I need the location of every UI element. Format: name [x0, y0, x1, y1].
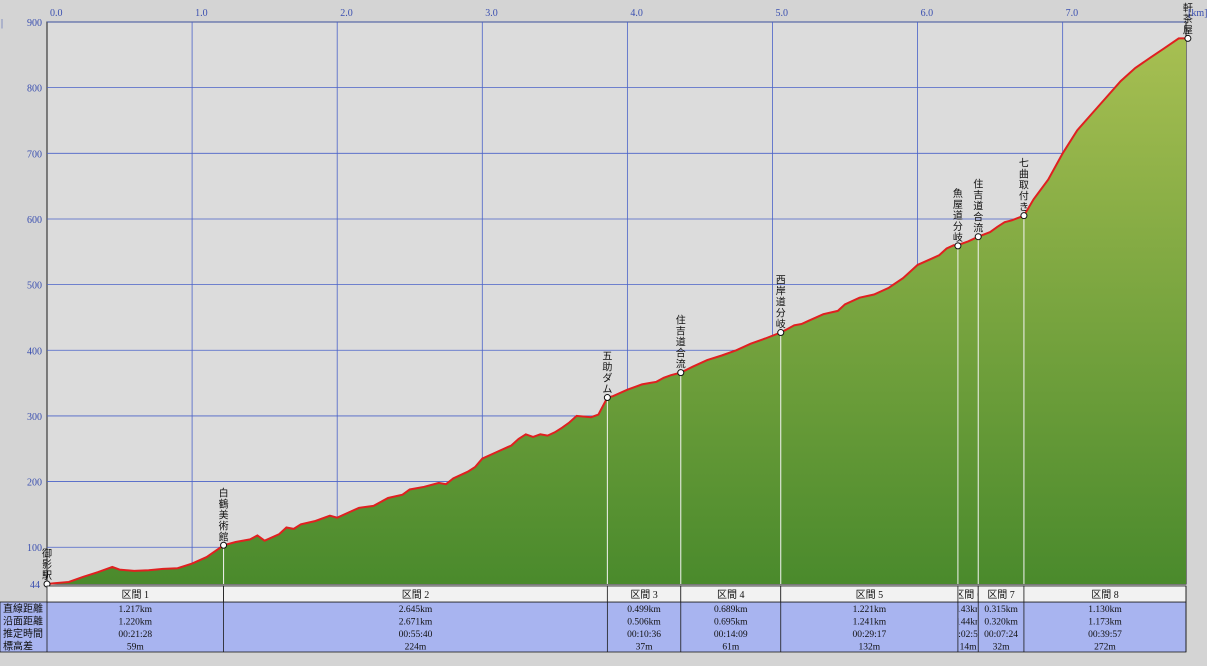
x-tick-label-4: 4.0 — [630, 8, 643, 19]
segment-table-body — [0, 601, 1187, 653]
waypoint-label-4: 西岸道分岐 — [776, 276, 786, 331]
y-tick-label-7: 200 — [27, 478, 42, 489]
y-tick-label-2: 700 — [27, 149, 42, 160]
segment-label-0: 区間 1 — [122, 589, 150, 601]
segment-label-5: 区間 6 — [954, 589, 982, 601]
row-label-1: 沿面距離 — [3, 615, 43, 628]
segment-straight-4: 1.221km — [853, 605, 887, 615]
segment-cells-4: 区間 5 1.221km 1.241km 00:29:17 132m — [852, 589, 886, 653]
segment-along-1: 2.671km — [399, 618, 433, 628]
segment-straight-7: 1.130km — [1088, 605, 1122, 615]
segment-label-6: 区間 7 — [987, 589, 1015, 601]
segment-elev-7: 272m — [1094, 643, 1116, 653]
segment-time-3: 00:14:09 — [714, 630, 748, 640]
waypoint-label-3: 住吉道合流 — [676, 314, 686, 371]
x-axis-unit: [km] — [1188, 8, 1207, 19]
waypoint-lines — [223, 215, 1025, 584]
x-tick-label-0: 0.0 — [50, 8, 63, 19]
waypoint-label-8: 一軒茶屋 — [1183, 0, 1193, 36]
segment-straight-1: 2.645km — [399, 605, 433, 615]
y-tick-label-5: 400 — [27, 346, 42, 357]
waypoint-marker-3 — [677, 369, 685, 377]
segment-time-4: 00:29:17 — [852, 630, 886, 640]
waypoint-marker-7 — [1020, 212, 1028, 220]
segment-cells-6: 区間 7 0.315km 0.320km 00:07:24 32m — [984, 589, 1018, 653]
segment-along-4: 1.241km — [853, 618, 887, 628]
waypoint-marker-1 — [220, 541, 228, 549]
waypoint-label-5: 魚屋道分岐 — [953, 187, 963, 244]
segment-cells-1: 区間 2 2.645km 2.671km 00:55:40 224m — [399, 589, 433, 653]
waypoint-marker-5 — [954, 242, 962, 250]
y-tick-label-0: 900 — [27, 18, 42, 29]
segment-cells-7: 区間 8 1.130km 1.173km 00:39:57 272m — [1088, 589, 1122, 653]
x-tick-label-3: 3.0 — [485, 8, 498, 19]
x-tick-label-5: 5.0 — [775, 8, 788, 19]
segment-straight-2: 0.499km — [627, 605, 661, 615]
waypoint-label-0: 御影駅 — [42, 547, 52, 582]
row-label-3: 標高差 — [3, 640, 33, 653]
y-tick-label-3: 600 — [27, 215, 42, 226]
segment-cells-0: 区間 1 1.217km 1.220km 00:21:28 59m — [118, 589, 152, 653]
waypoint-marker-6 — [974, 233, 982, 241]
elevation-area — [47, 38, 1188, 584]
row-label-0: 直線距離 — [3, 602, 43, 615]
y-tick-label-8: 100 — [27, 543, 42, 554]
x-tick-label-6: 6.0 — [921, 8, 934, 19]
segment-elev-4: 132m — [859, 643, 881, 653]
waypoints: 御影駅白鶴美術館五助ダム住吉道合流西岸道分岐魚屋道分岐住吉道合流七曲取付き一軒茶… — [42, 0, 1193, 588]
waypoint-label-7: 七曲取付き — [1019, 158, 1029, 214]
y-min-label: 44 — [30, 580, 40, 591]
segment-elev-5: 14m — [960, 643, 978, 653]
segment-label-1: 区間 2 — [402, 589, 430, 601]
x-tick-label-7: 7.0 — [1066, 8, 1079, 19]
waypoint-marker-4 — [777, 329, 785, 337]
segment-elev-6: 32m — [993, 643, 1011, 653]
segment-straight-3: 0.689km — [714, 605, 748, 615]
y-axis-ticks: 900 800 700 600 500 400 300 200 100 44 — [27, 18, 42, 591]
y-tick-label-1: 800 — [27, 84, 42, 95]
waypoint-label-1: 白鶴美術館 — [219, 486, 229, 543]
segment-along-2: 0.506km — [627, 618, 661, 628]
segment-along-0: 1.220km — [119, 618, 153, 628]
segment-cells-2: 区間 3 0.499km 0.506km 00:10:36 37m — [627, 589, 661, 653]
waypoint-label-2: 五助ダム — [602, 352, 612, 396]
x-tick-label-1: 1.0 — [195, 8, 208, 19]
segment-time-5: :02:5 — [958, 630, 978, 640]
segment-along-3: 0.695km — [714, 618, 748, 628]
waypoint-marker-8 — [1184, 34, 1192, 42]
segment-cells-5: 区間 6 .143km .144km :02:5 14m — [954, 589, 983, 653]
segment-label-3: 区間 4 — [717, 589, 745, 601]
segment-label-2: 区間 3 — [630, 589, 658, 601]
segment-cells-3: 区間 4 0.689km 0.695km 00:14:09 61m — [714, 589, 748, 653]
x-axis-ticks: 0.0 1.0 2.0 3.0 4.0 5.0 6.0 7.0 — [50, 8, 1078, 19]
segment-along-6: 0.320km — [984, 618, 1018, 628]
y-axis-corner-mark: | — [1, 18, 3, 29]
y-tick-label-6: 300 — [27, 412, 42, 423]
segment-time-2: 00:10:36 — [627, 630, 661, 640]
waypoint-marker-2 — [603, 394, 611, 402]
segment-along-7: 1.173km — [1088, 618, 1122, 628]
segment-time-6: 00:07:24 — [984, 630, 1018, 640]
waypoint-label-6: 住吉道合流 — [973, 178, 983, 235]
segment-time-0: 00:21:28 — [118, 630, 152, 640]
segment-straight-0: 1.217km — [119, 605, 153, 615]
segment-elev-1: 224m — [405, 643, 427, 653]
x-tick-label-2: 2.0 — [340, 8, 353, 19]
segment-straight-6: 0.315km — [984, 605, 1018, 615]
segment-elev-0: 59m — [127, 643, 145, 653]
segment-elev-3: 61m — [722, 643, 740, 653]
y-tick-label-4: 500 — [27, 281, 42, 292]
row-label-2: 推定時間 — [3, 627, 43, 640]
segment-label-4: 区間 5 — [856, 589, 884, 601]
segment-time-7: 00:39:57 — [1088, 630, 1122, 640]
segment-elev-2: 37m — [636, 643, 654, 653]
segment-time-1: 00:55:40 — [399, 630, 433, 640]
segment-straight-5: .143km — [954, 605, 983, 615]
segment-along-5: .144km — [954, 618, 983, 628]
segment-label-7: 区間 8 — [1091, 589, 1119, 601]
